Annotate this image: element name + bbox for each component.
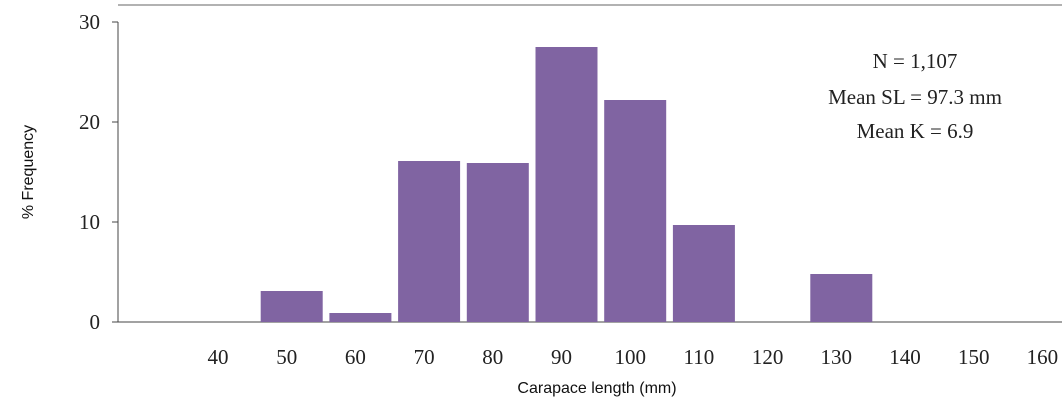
y-tick-label: 30 xyxy=(79,10,100,34)
x-tick-label: 130 xyxy=(821,345,853,369)
annotation-mean-k: Mean K = 6.9 xyxy=(857,119,974,143)
x-tick-label: 110 xyxy=(684,345,715,369)
bar-70 xyxy=(398,161,461,322)
y-tick-label: 20 xyxy=(79,110,100,134)
x-tick-label: 140 xyxy=(889,345,921,369)
annotation-mean-sl: Mean SL = 97.3 mm xyxy=(828,85,1002,109)
x-tick-label: 90 xyxy=(551,345,572,369)
x-tick-label: 50 xyxy=(276,345,297,369)
x-tick-label: 60 xyxy=(345,345,366,369)
bars-group xyxy=(260,47,873,322)
x-tick-label: 70 xyxy=(414,345,435,369)
y-tick-label: 0 xyxy=(90,310,101,334)
bar-50 xyxy=(260,291,323,322)
x-axis-title: Carapace length (mm) xyxy=(517,380,676,397)
y-tick-label: 10 xyxy=(79,210,100,234)
x-tick-label: 150 xyxy=(958,345,990,369)
x-tick-label: 40 xyxy=(208,345,229,369)
bar-130 xyxy=(810,274,873,322)
bar-100 xyxy=(604,100,667,322)
bar-60 xyxy=(329,313,392,322)
x-tick-label: 80 xyxy=(482,345,503,369)
bar-90 xyxy=(535,47,598,322)
x-axis-tick-labels: 40 50 60 70 80 90 100 110 120 130 140 150 160 xyxy=(208,345,1059,369)
annotation-n: N = 1,107 xyxy=(873,49,958,73)
y-axis-ticks: 0 10 20 30 xyxy=(79,10,118,334)
x-tick-label: 100 xyxy=(614,345,646,369)
bar-80 xyxy=(466,163,529,322)
y-axis-title: % Frequency xyxy=(20,125,37,219)
x-tick-label: 160 xyxy=(1027,345,1059,369)
annotation-box: N = 1,107 Mean SL = 97.3 mm Mean K = 6.9 xyxy=(828,49,1002,143)
x-tick-label: 120 xyxy=(752,345,784,369)
bar-110 xyxy=(672,225,735,322)
